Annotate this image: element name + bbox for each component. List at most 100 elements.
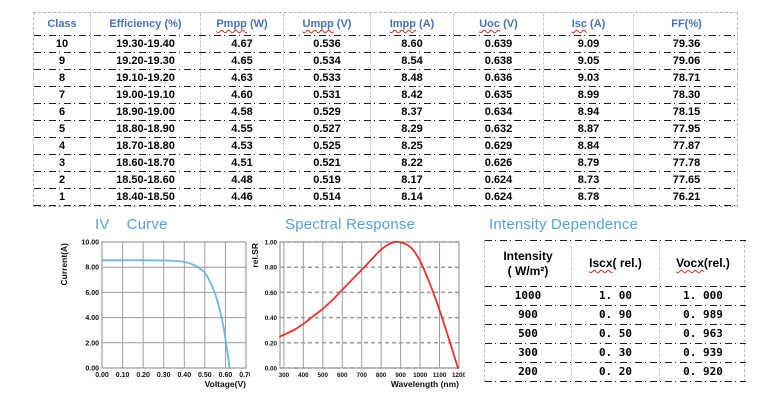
intensity-cell: 1. 000 — [683, 289, 723, 302]
table-cell: 18.70-18.80 — [91, 138, 201, 154]
table-cell: 0.635 — [454, 87, 544, 103]
table-cell: 1 — [34, 189, 91, 205]
svg-text:4.00: 4.00 — [85, 315, 99, 322]
row-separator — [485, 240, 746, 241]
svg-text:0.20: 0.20 — [136, 372, 150, 379]
intensity-cell: 0. 939 — [683, 346, 723, 359]
table-cell: 8.78 — [544, 189, 634, 205]
svg-text:700: 700 — [356, 372, 367, 379]
row-separator — [485, 362, 746, 363]
table-cell: 4.67 — [201, 36, 284, 52]
table-cell: 8.37 — [371, 104, 454, 120]
intensity-header-intensity: Intensity( W/m²) — [485, 241, 572, 286]
table-cell: 8.54 — [371, 53, 454, 69]
iv-curve-section-title: IV Curve — [95, 216, 168, 233]
table-cell: 79.06 — [672, 55, 701, 67]
table-cell: 19.00-19.10 — [91, 87, 201, 103]
row-separator — [34, 205, 739, 206]
table-cell: 4.65 — [201, 53, 284, 69]
svg-text:0.60: 0.60 — [219, 372, 233, 379]
iv-curve-chart: 0.00 0.10 0.20 0.30 0.40 0.50 0.60 0.70 0.00 2.00… — [58, 236, 250, 396]
spectral-response-section-title: Spectral Response — [285, 216, 416, 233]
intensity-header-vocx: Vocx(rel.) — [676, 256, 730, 270]
row-separator — [485, 324, 746, 325]
row-separator — [485, 343, 746, 344]
table-cell: 4.51 — [201, 155, 284, 171]
table-cell: 77.65 — [672, 174, 701, 186]
table-cell: 0.634 — [454, 104, 544, 120]
svg-text:900: 900 — [395, 372, 406, 379]
intensity-cell: 0. 20 — [572, 363, 660, 381]
svg-text:10.00: 10.00 — [81, 240, 99, 247]
svg-text:0.70: 0.70 — [239, 372, 250, 379]
svg-text:0.00: 0.00 — [85, 366, 99, 373]
svg-text:1.00: 1.00 — [265, 240, 278, 247]
column-header-umpp: Umpp (V) — [284, 13, 371, 35]
svg-text:500: 500 — [318, 372, 329, 379]
table-cell: 8.60 — [371, 36, 454, 52]
svg-text:0.40: 0.40 — [177, 372, 191, 379]
table-cell: 0.632 — [454, 121, 544, 137]
svg-text:0.80: 0.80 — [265, 265, 278, 272]
table-cell: 7 — [34, 87, 91, 103]
svg-text:Current(A): Current(A) — [59, 243, 69, 286]
table-cell: 9.03 — [544, 70, 634, 86]
iv-title-word: Curve — [126, 216, 168, 233]
table-cell: 0.531 — [284, 87, 371, 103]
table-cell: 4 — [34, 138, 91, 154]
table-cell: 8.17 — [371, 172, 454, 188]
table-cell: 0.529 — [284, 104, 371, 120]
table-cell: 79.36 — [672, 38, 701, 50]
table-cell: 0.534 — [284, 53, 371, 69]
table-cell: 0.527 — [284, 121, 371, 137]
table-cell: 0.519 — [284, 172, 371, 188]
table-cell: 19.20-19.30 — [91, 53, 201, 69]
svg-text:0.20: 0.20 — [265, 340, 278, 347]
table-cell: 78.15 — [672, 106, 701, 118]
svg-text:400: 400 — [298, 372, 309, 379]
row-separator — [34, 103, 739, 104]
table-cell: 0.638 — [454, 53, 544, 69]
svg-text:600: 600 — [337, 372, 348, 379]
table-cell: 18.40-18.50 — [91, 189, 201, 205]
column-header-isc: Isc (A) — [544, 13, 634, 35]
iv-title-prefix: IV — [95, 216, 110, 233]
svg-text:0.00: 0.00 — [95, 372, 109, 379]
table-cell: 18.50-18.60 — [91, 172, 201, 188]
column-header-class: Class — [34, 13, 91, 35]
svg-text:6.00: 6.00 — [85, 290, 99, 297]
table-cell: 0.626 — [454, 155, 544, 171]
svg-text:0.60: 0.60 — [265, 290, 278, 297]
svg-text:800: 800 — [376, 372, 387, 379]
table-cell: 8.94 — [544, 104, 634, 120]
table-cell: 8.48 — [371, 70, 454, 86]
table-cell: 78.30 — [672, 89, 701, 101]
intensity-cell: 1. 00 — [572, 287, 660, 305]
table-cell: 8.79 — [544, 155, 634, 171]
row-separator — [34, 188, 739, 189]
table-cell: 18.90-19.00 — [91, 104, 201, 120]
table-cell: 18.60-18.70 — [91, 155, 201, 171]
table-cell: 8.29 — [371, 121, 454, 137]
row-separator — [34, 35, 739, 36]
table-cell: 77.87 — [672, 140, 701, 152]
row-separator — [485, 305, 746, 306]
table-cell: 3 — [34, 155, 91, 171]
table-cell: 0.525 — [284, 138, 371, 154]
intensity-cell: 0. 90 — [572, 306, 660, 324]
table-cell: 5 — [34, 121, 91, 137]
row-separator — [485, 286, 746, 287]
table-cell: 8.22 — [371, 155, 454, 171]
table-cell: 0.536 — [284, 36, 371, 52]
table-cell: 0.639 — [454, 36, 544, 52]
intensity-cell: 900 — [485, 306, 572, 324]
row-separator — [34, 154, 739, 155]
table-cell: 4.46 — [201, 189, 284, 205]
intensity-dependence-section-title: Intensity Dependence — [489, 216, 639, 233]
svg-text:Wavelength (nm): Wavelength (nm) — [391, 379, 459, 389]
table-cell: 78.71 — [672, 72, 701, 84]
table-cell: 77.78 — [672, 157, 701, 169]
row-separator — [34, 52, 739, 53]
intensity-cell: 0. 50 — [572, 325, 660, 343]
